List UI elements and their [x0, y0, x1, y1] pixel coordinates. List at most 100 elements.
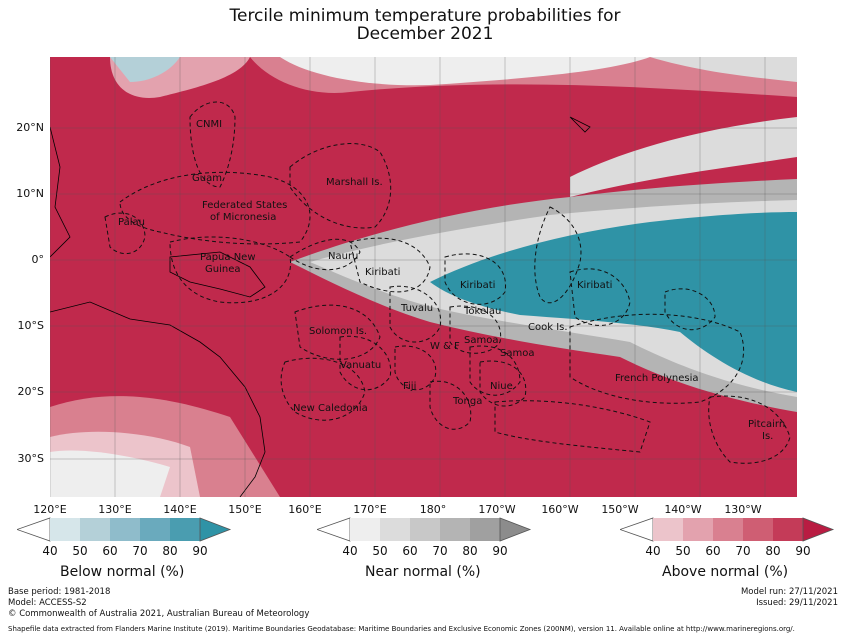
label-vanuatu: Vanuatu [340, 360, 382, 371]
colorbar-above-swatch [653, 518, 683, 541]
label-samoa-american: Samoa [464, 335, 499, 346]
probability-map: CNMI Guam Marshall Is. Federated States … [50, 57, 797, 497]
colorbar-below-swatch [110, 518, 140, 541]
label-tuvalu: Tuvalu [401, 303, 434, 314]
footer-model-run: Model run: 27/11/2021 [740, 587, 838, 597]
colorbar-below-swatch [80, 518, 110, 541]
colorbar-above-swatch [773, 518, 803, 541]
colorbar-above-tick: 90 [795, 544, 811, 558]
lon-label-170e: 170°E [353, 503, 387, 516]
colorbar-near-swatch [380, 518, 410, 541]
colorbar-near-tick: 50 [372, 544, 388, 558]
australia-coastline [50, 301, 266, 497]
colorbar-near-tick: 40 [342, 544, 358, 558]
colorbar-above-swatch [713, 518, 743, 541]
colorbar-near-swatch [470, 518, 500, 541]
lon-label-170w: 170°W [478, 503, 516, 516]
colorbar-below-normal [17, 517, 232, 542]
label-wallis-futuna: W & F [430, 341, 460, 352]
lon-label-140w: 140°W [664, 503, 702, 516]
lon-label-140e: 140°E [163, 503, 197, 516]
colorbar-below-tick: 40 [42, 544, 58, 558]
colorbar-below-high-arrow [199, 517, 232, 542]
lon-label-150w: 150°W [601, 503, 639, 516]
label-palau: Palau [118, 217, 145, 228]
colorbar-above-high-arrow [802, 517, 835, 542]
colorbar-above-normal [620, 517, 835, 542]
colorbar-below-tick: 80 [162, 544, 178, 558]
label-cook-islands: Cook Is. [528, 322, 568, 333]
map-title-line1: Tercile minimum temperature probabilitie… [229, 6, 621, 26]
colorbar-below-tick: 60 [102, 544, 118, 558]
near-normal-patch-north [280, 57, 650, 86]
label-solomon-islands: Solomon Is. [309, 326, 368, 337]
near-normal-patch-sw [50, 450, 170, 497]
probability-map-graphic [50, 57, 797, 497]
colorbar-near-swatch [410, 518, 440, 541]
colorbar-near-swatch [440, 518, 470, 541]
label-fiji: Fiji [403, 381, 417, 392]
near-normal-patch-ne [650, 57, 797, 82]
colorbar-below-swatch [170, 518, 200, 541]
footer-shapefile-credit: Shapefile data extracted from Flanders M… [8, 625, 795, 633]
colorbar-near-tick: 80 [462, 544, 478, 558]
below-normal-core [430, 212, 797, 392]
colorbar-near-tick: 70 [432, 544, 448, 558]
footer-base-period: Base period: 1981-2018 [8, 587, 111, 597]
label-fsm-line2: of Micronesia [210, 212, 277, 223]
colorbar-below-label: Below normal (%) [60, 564, 185, 580]
footer-issued: Issued: 29/11/2021 [756, 598, 838, 608]
new-guinea-coastline [169, 251, 266, 298]
lat-label-10n: 10°N [16, 187, 44, 200]
lat-label-20n: 20°N [16, 121, 44, 134]
colorbar-near-swatch [350, 518, 380, 541]
label-samoa: Samoa [500, 348, 535, 359]
colorbar-below-swatch [50, 518, 80, 541]
lon-label-160w: 160°W [541, 503, 579, 516]
colorbar-above-swatch [683, 518, 713, 541]
lat-label-20s: 20°S [17, 385, 44, 398]
label-png-line2: Guinea [205, 264, 241, 275]
label-tokelau: Tokelau [464, 306, 502, 317]
colorbar-below-tick: 90 [192, 544, 208, 558]
lat-label-30s: 30°S [17, 452, 44, 465]
colorbar-near-high-arrow [499, 517, 532, 542]
near-normal-band-northeast [570, 117, 797, 197]
colorbar-above-tick: 80 [765, 544, 781, 558]
colorbar-below-low-arrow [17, 517, 51, 542]
footer-copyright: © Commonwealth of Australia 2021, Austra… [8, 609, 310, 619]
lon-label-160e: 160°E [288, 503, 322, 516]
colorbar-near-tick: 60 [402, 544, 418, 558]
label-png-line1: Papua New [200, 252, 256, 263]
label-niue: Niue [490, 381, 513, 392]
lon-label-130w: 130°W [724, 503, 762, 516]
colorbar-below-swatch [140, 518, 170, 541]
hawaii-coastline [569, 116, 591, 133]
lon-label-130e: 130°E [98, 503, 132, 516]
colorbar-above-tick: 50 [675, 544, 691, 558]
label-guam: Guam [192, 173, 222, 184]
colorbar-above-label: Above normal (%) [662, 564, 789, 580]
label-kiribati-east: Kiribati [577, 280, 613, 291]
lon-label-120e: 120°E [33, 503, 67, 516]
label-pitcairn-line2: Is. [762, 431, 774, 442]
colorbar-above-tick: 70 [735, 544, 751, 558]
colorbar-above-tick: 60 [705, 544, 721, 558]
colorbar-above-low-arrow [620, 517, 654, 542]
label-kiribati-central: Kiribati [460, 280, 496, 291]
colorbar-near-tick: 90 [492, 544, 508, 558]
lat-label-0: 0° [31, 253, 45, 266]
footer-model: Model: ACCESS-S2 [8, 598, 87, 608]
colorbar-near-normal [317, 517, 532, 542]
lon-label-150e: 150°E [228, 503, 262, 516]
map-title-line2: December 2021 [356, 24, 494, 44]
colorbar-near-label: Near normal (%) [365, 564, 481, 580]
eez-boundaries [104, 101, 791, 464]
colorbar-near-low-arrow [317, 517, 351, 542]
map-gridlines [50, 57, 797, 497]
label-cnmi: CNMI [196, 119, 223, 130]
label-tonga: Tonga [453, 396, 483, 407]
label-fsm-line1: Federated States [202, 200, 288, 211]
philippines-coastline [50, 126, 71, 258]
colorbar-above-tick: 40 [645, 544, 661, 558]
